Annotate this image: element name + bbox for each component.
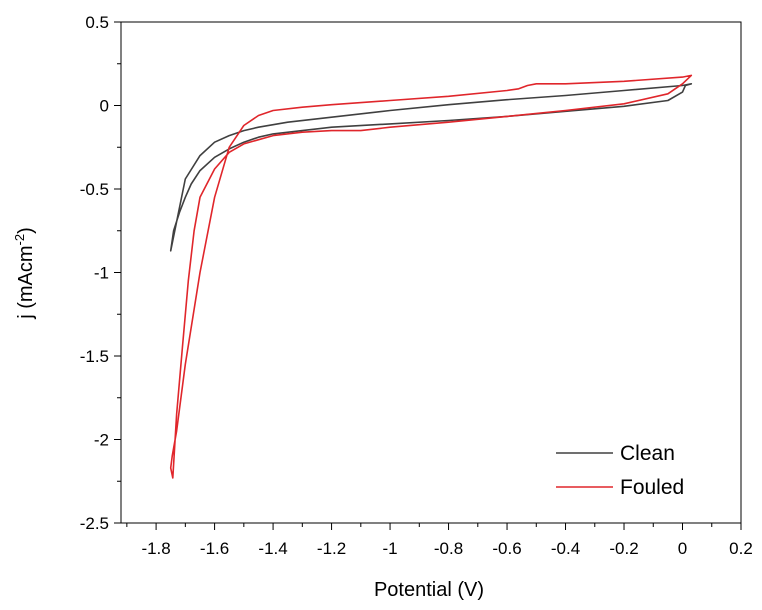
x-tick-label: -0.6 <box>492 539 521 558</box>
y-tick-label: -2.5 <box>80 514 109 533</box>
y-tick-label: 0.5 <box>85 13 109 32</box>
y-axis-ticks: -2.5 -2 -1.5 -1 -0.5 0 0.5 <box>80 13 121 533</box>
y-tick-label: -0.5 <box>80 180 109 199</box>
y-axis-label-close: ) <box>15 227 37 234</box>
y-tick-label: -1.5 <box>80 347 109 366</box>
series-layer <box>169 74 693 479</box>
y-axis-label-superscript: -2 <box>12 234 27 246</box>
y-axis-label-main: j (mAcm <box>15 245 37 319</box>
series-line-clean <box>169 83 693 252</box>
x-tick-label: -0.2 <box>609 539 638 558</box>
legend-label-clean: Clean <box>620 442 675 465</box>
x-tick-label: -0.8 <box>434 539 463 558</box>
x-axis-ticks: -1.8 -1.6 -1.4 -1.2 -1 -0.8 -0.6 -0.4 -0.2 0 0.2 <box>126 523 753 558</box>
legend-label-fouled: Fouled <box>620 476 684 499</box>
x-tick-label: -1 <box>382 539 397 558</box>
y-tick-label: -1 <box>94 264 109 283</box>
x-tick-label: -1.2 <box>317 539 346 558</box>
x-tick-label: -1.6 <box>200 539 229 558</box>
y-tick-label: -2 <box>94 431 109 450</box>
y-axis-label: j (mAcm-2) <box>12 227 37 320</box>
x-tick-label: -1.8 <box>141 539 170 558</box>
x-axis-label: Potential (V) <box>374 579 484 601</box>
legend: Clean Fouled <box>556 442 684 499</box>
x-tick-label: 0 <box>678 539 687 558</box>
x-tick-label: 0.2 <box>729 539 753 558</box>
series-line-fouled <box>169 74 693 479</box>
x-tick-label: -1.4 <box>258 539 287 558</box>
x-tick-label: -0.4 <box>551 539 580 558</box>
y-tick-label: 0 <box>100 97 109 116</box>
